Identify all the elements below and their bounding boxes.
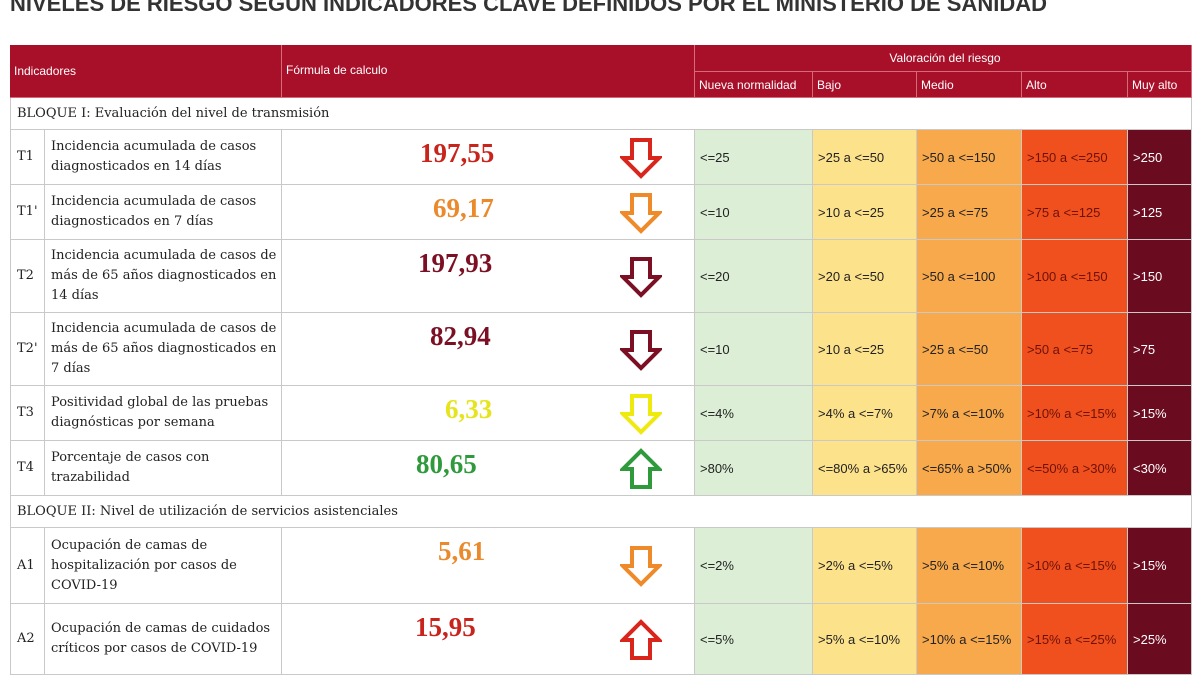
arrow-shape [620,329,662,371]
arrow-shape [620,618,662,660]
level-header: Nueva normalidad [695,72,813,98]
risk-level: >75 [1128,313,1192,386]
risk-level: <=20 [695,240,813,313]
risk-level: >5% a <=10% [917,528,1022,604]
arrow-shape [620,546,662,587]
risk-level: >125 [1128,185,1192,240]
arrow-shape [620,137,662,179]
risk-level: >20 a <=50 [813,240,917,313]
risk-level: >7% a <=10% [917,386,1022,441]
row-value: 197,93 [418,248,493,278]
risk-level: >250 [1128,130,1192,185]
row-indicator: Incidencia acumulada de casos diagnostic… [45,130,282,185]
arrow-shape [620,192,662,234]
risk-level: >75 a <=125 [1022,185,1128,240]
header-cell: Indicadores [10,45,282,98]
formula-cell [282,386,695,441]
risk-level: >150 [1128,240,1192,313]
row-value: 5,61 [438,536,486,566]
risk-level: >15% [1128,528,1192,604]
row-value: 80,65 [416,449,477,479]
row-code: A1 [10,528,45,604]
section-title: BLOQUE I: Evaluación del nivel de transm… [10,98,1192,130]
risk-level: <=2% [695,528,813,604]
header-cell: Fórmula de calculo [282,45,695,98]
row-code: T2' [10,313,45,386]
trend-arrow [620,546,662,587]
trend-arrow [620,192,662,234]
formula-cell [282,313,695,386]
arrow-shape [620,393,662,435]
trend-arrow [620,447,662,489]
row-value: 197,55 [420,138,495,168]
risk-level: >25 a <=50 [917,313,1022,386]
risk-level: <30% [1128,441,1192,496]
formula-cell [282,441,695,496]
risk-level: >10 a <=25 [813,313,917,386]
row-indicator: Incidencia acumulada de casos de más de … [45,313,282,386]
formula-cell [282,240,695,313]
risk-level: >50 a <=75 [1022,313,1128,386]
row-indicator: Ocupación de camas de cuidados críticos … [45,604,282,675]
level-header: Bajo [813,72,917,98]
risk-level: >150 a <=250 [1022,130,1128,185]
level-header: Medio [917,72,1022,98]
risk-level: >15% [1128,386,1192,441]
page-title: NIVELES DE RIESGO SEGÚN INDICADORES CLAV… [10,0,1047,16]
risk-level: >10 a <=25 [813,185,917,240]
level-header: Muy alto [1128,72,1192,98]
trend-arrow [620,137,662,179]
trend-arrow [620,618,662,660]
risk-level: >10% a <=15% [917,604,1022,675]
risk-level: >2% a <=5% [813,528,917,604]
row-indicator: Ocupación de camas de hospitalización po… [45,528,282,604]
risk-level: <=10 [695,313,813,386]
risk-level: >25 a <=50 [813,130,917,185]
risk-level: <=80% a >65% [813,441,917,496]
level-header: Alto [1022,72,1128,98]
risk-level: >4% a <=7% [813,386,917,441]
row-value: 6,33 [445,394,493,424]
risk-level: <=65% a >50% [917,441,1022,496]
row-indicator: Porcentaje de casos con trazabilidad [45,441,282,496]
formula-cell [282,528,695,604]
row-code: A2 [10,604,45,675]
arrow-shape [620,256,662,298]
risk-level: <=25 [695,130,813,185]
row-value: 15,95 [415,612,476,642]
risk-level: >15% a <=25% [1022,604,1128,675]
arrow-shape [620,447,662,489]
formula-cell [282,185,695,240]
row-code: T4 [10,441,45,496]
risk-level: >10% a <=15% [1022,528,1128,604]
risk-level: >80% [695,441,813,496]
section-title: BLOQUE II: Nivel de utilización de servi… [10,496,1192,528]
risk-level: >25% [1128,604,1192,675]
risk-level: <=10 [695,185,813,240]
risk-level: >50 a <=100 [917,240,1022,313]
row-code: T1 [10,130,45,185]
row-value: 69,17 [433,193,494,223]
risk-level: >25 a <=75 [917,185,1022,240]
row-code: T2 [10,240,45,313]
risk-level: <=4% [695,386,813,441]
risk-level: >5% a <=10% [813,604,917,675]
risk-level: >10% a <=15% [1022,386,1128,441]
trend-arrow [620,393,662,435]
risk-level: <=50% a >30% [1022,441,1128,496]
risk-level: >100 a <=150 [1022,240,1128,313]
row-code: T1' [10,185,45,240]
trend-arrow [620,329,662,371]
formula-cell [282,130,695,185]
risk-level: <=5% [695,604,813,675]
row-value: 82,94 [430,321,491,351]
risk-level: >50 a <=150 [917,130,1022,185]
trend-arrow [620,256,662,298]
row-code: T3 [10,386,45,441]
row-indicator: Positividad global de las pruebas diagnó… [45,386,282,441]
header-cell: Valoración del riesgo [695,45,1192,72]
row-indicator: Incidencia acumulada de casos de más de … [45,240,282,313]
row-indicator: Incidencia acumulada de casos diagnostic… [45,185,282,240]
